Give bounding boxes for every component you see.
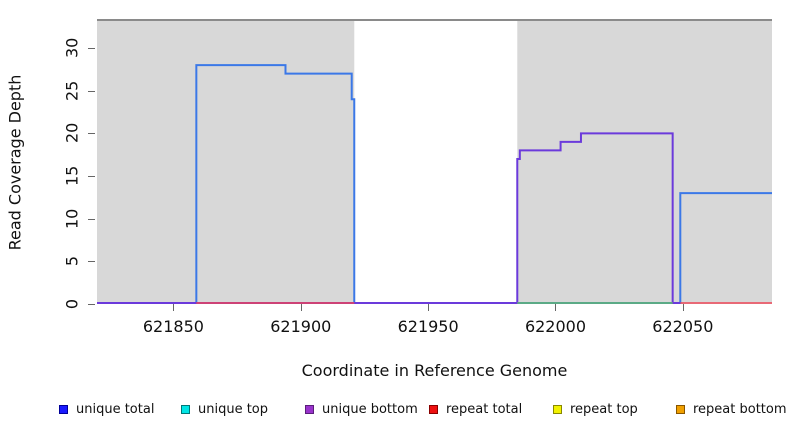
legend-swatch-icon <box>429 404 438 414</box>
y-axis-label: Read Coverage Depth <box>5 74 25 251</box>
legend-swatch-icon <box>59 404 68 414</box>
legend-swatch-icon <box>305 404 314 414</box>
y-tick-mark <box>88 90 95 92</box>
plot-area <box>97 19 772 304</box>
y-tick-mark <box>88 48 95 49</box>
legend-item-unique-total: unique total <box>59 401 154 417</box>
x-tick-mark <box>173 304 175 311</box>
series-unique-bottom <box>97 132 681 304</box>
legend-item-repeat-top: repeat top <box>553 401 638 417</box>
x-tick-mark <box>428 304 430 311</box>
y-tick-label: 30 <box>62 37 82 58</box>
right-gray-block <box>517 19 772 304</box>
legend-item-repeat-total: repeat total <box>429 401 522 417</box>
legend-label: unique top <box>198 401 269 417</box>
x-tick-mark <box>682 304 684 311</box>
x-tick-label: 622000 <box>524 317 587 336</box>
legend-swatch-icon <box>676 404 685 414</box>
x-tick-mark <box>300 304 302 311</box>
x-tick-label: 622050 <box>652 317 714 336</box>
legend-item-repeat-bottom: repeat bottom <box>676 401 787 417</box>
y-tick-mark <box>88 176 95 177</box>
y-tick-label: 15 <box>62 165 82 186</box>
legend-swatch-icon <box>553 404 562 414</box>
x-tick-mark <box>555 304 557 311</box>
y-tick-label: 0 <box>62 298 82 310</box>
left-gray-block <box>97 19 355 304</box>
legend-label: unique bottom <box>322 401 418 417</box>
x-tick-label: 621900 <box>270 317 332 336</box>
y-tick-mark <box>88 261 95 263</box>
legend-label: repeat top <box>570 401 638 417</box>
legend-swatch-icon <box>181 404 190 414</box>
y-tick-label: 10 <box>62 208 82 229</box>
x-tick-label: 621850 <box>142 317 204 336</box>
y-tick-mark <box>88 304 95 305</box>
coverage-plot-canvas <box>97 19 772 304</box>
y-tick-label: 5 <box>62 256 82 267</box>
x-axis-label: Coordinate in Reference Genome <box>301 361 568 380</box>
legend-item-unique-bottom: unique bottom <box>305 401 418 417</box>
legend: unique total unique top unique bottom repea… <box>0 401 792 419</box>
y-tick-mark <box>88 218 95 220</box>
y-tick-label: 20 <box>62 122 82 144</box>
legend-label: repeat bottom <box>693 401 787 417</box>
legend-label: unique total <box>76 401 155 417</box>
y-tick-label: 25 <box>62 80 82 101</box>
legend-label: repeat total <box>446 401 523 417</box>
legend-item-unique-top: unique top <box>181 401 268 417</box>
series-unique-total <box>97 64 772 304</box>
y-tick-mark <box>88 133 95 135</box>
x-tick-label: 621950 <box>397 317 459 336</box>
